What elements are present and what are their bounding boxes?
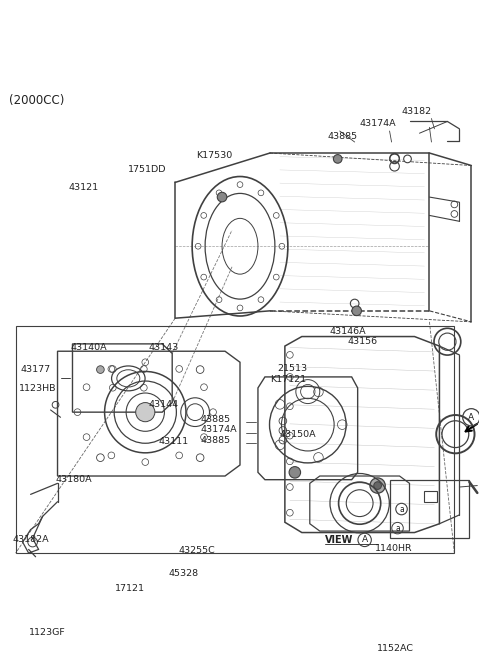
Text: 43174A: 43174A [360, 119, 396, 128]
Text: 1152AC: 1152AC [377, 644, 414, 652]
Circle shape [404, 155, 411, 163]
Bar [390, 480, 469, 539]
Text: 45328: 45328 [168, 569, 198, 578]
Text: 21513: 21513 [277, 364, 307, 372]
Text: 1140HR: 1140HR [374, 544, 412, 553]
Text: 1123HB: 1123HB [19, 384, 56, 393]
Text: 43174A: 43174A [200, 425, 237, 434]
Text: 43182: 43182 [402, 107, 432, 115]
Text: a: a [399, 505, 404, 514]
Bar [424, 491, 437, 501]
Text: 43146A: 43146A [330, 327, 366, 336]
Text: 1123GF: 1123GF [29, 628, 65, 637]
Text: 17121: 17121 [115, 584, 145, 593]
Text: K17121: K17121 [270, 376, 306, 385]
Text: 43143: 43143 [148, 343, 179, 352]
Text: a: a [395, 524, 400, 533]
Text: 43885: 43885 [200, 415, 230, 424]
Ellipse shape [136, 402, 155, 422]
Text: 43180A: 43180A [56, 475, 92, 484]
Text: 43144: 43144 [148, 400, 179, 409]
Text: 43885: 43885 [328, 132, 358, 141]
Circle shape [334, 155, 342, 163]
Circle shape [289, 467, 300, 478]
Text: 43255C: 43255C [178, 546, 215, 555]
Circle shape [370, 478, 385, 493]
Text: VIEW: VIEW [325, 535, 353, 545]
Text: 1751DD: 1751DD [128, 166, 167, 175]
Text: A: A [361, 535, 368, 544]
Text: 43177: 43177 [21, 365, 51, 374]
Text: 43885: 43885 [200, 436, 230, 445]
Text: A: A [468, 413, 474, 422]
Text: 43140A: 43140A [71, 343, 107, 352]
Circle shape [217, 192, 227, 202]
Text: K17530: K17530 [196, 151, 232, 160]
Text: 43156: 43156 [348, 337, 378, 346]
Text: 43121: 43121 [69, 183, 98, 192]
Text: (2000CC): (2000CC) [9, 94, 64, 106]
Text: 43182A: 43182A [12, 535, 49, 544]
Text: 43150A: 43150A [280, 430, 316, 439]
Circle shape [352, 306, 361, 316]
Text: 43111: 43111 [158, 437, 188, 446]
Bar [16, 325, 455, 553]
Circle shape [96, 366, 104, 374]
Circle shape [374, 482, 382, 490]
